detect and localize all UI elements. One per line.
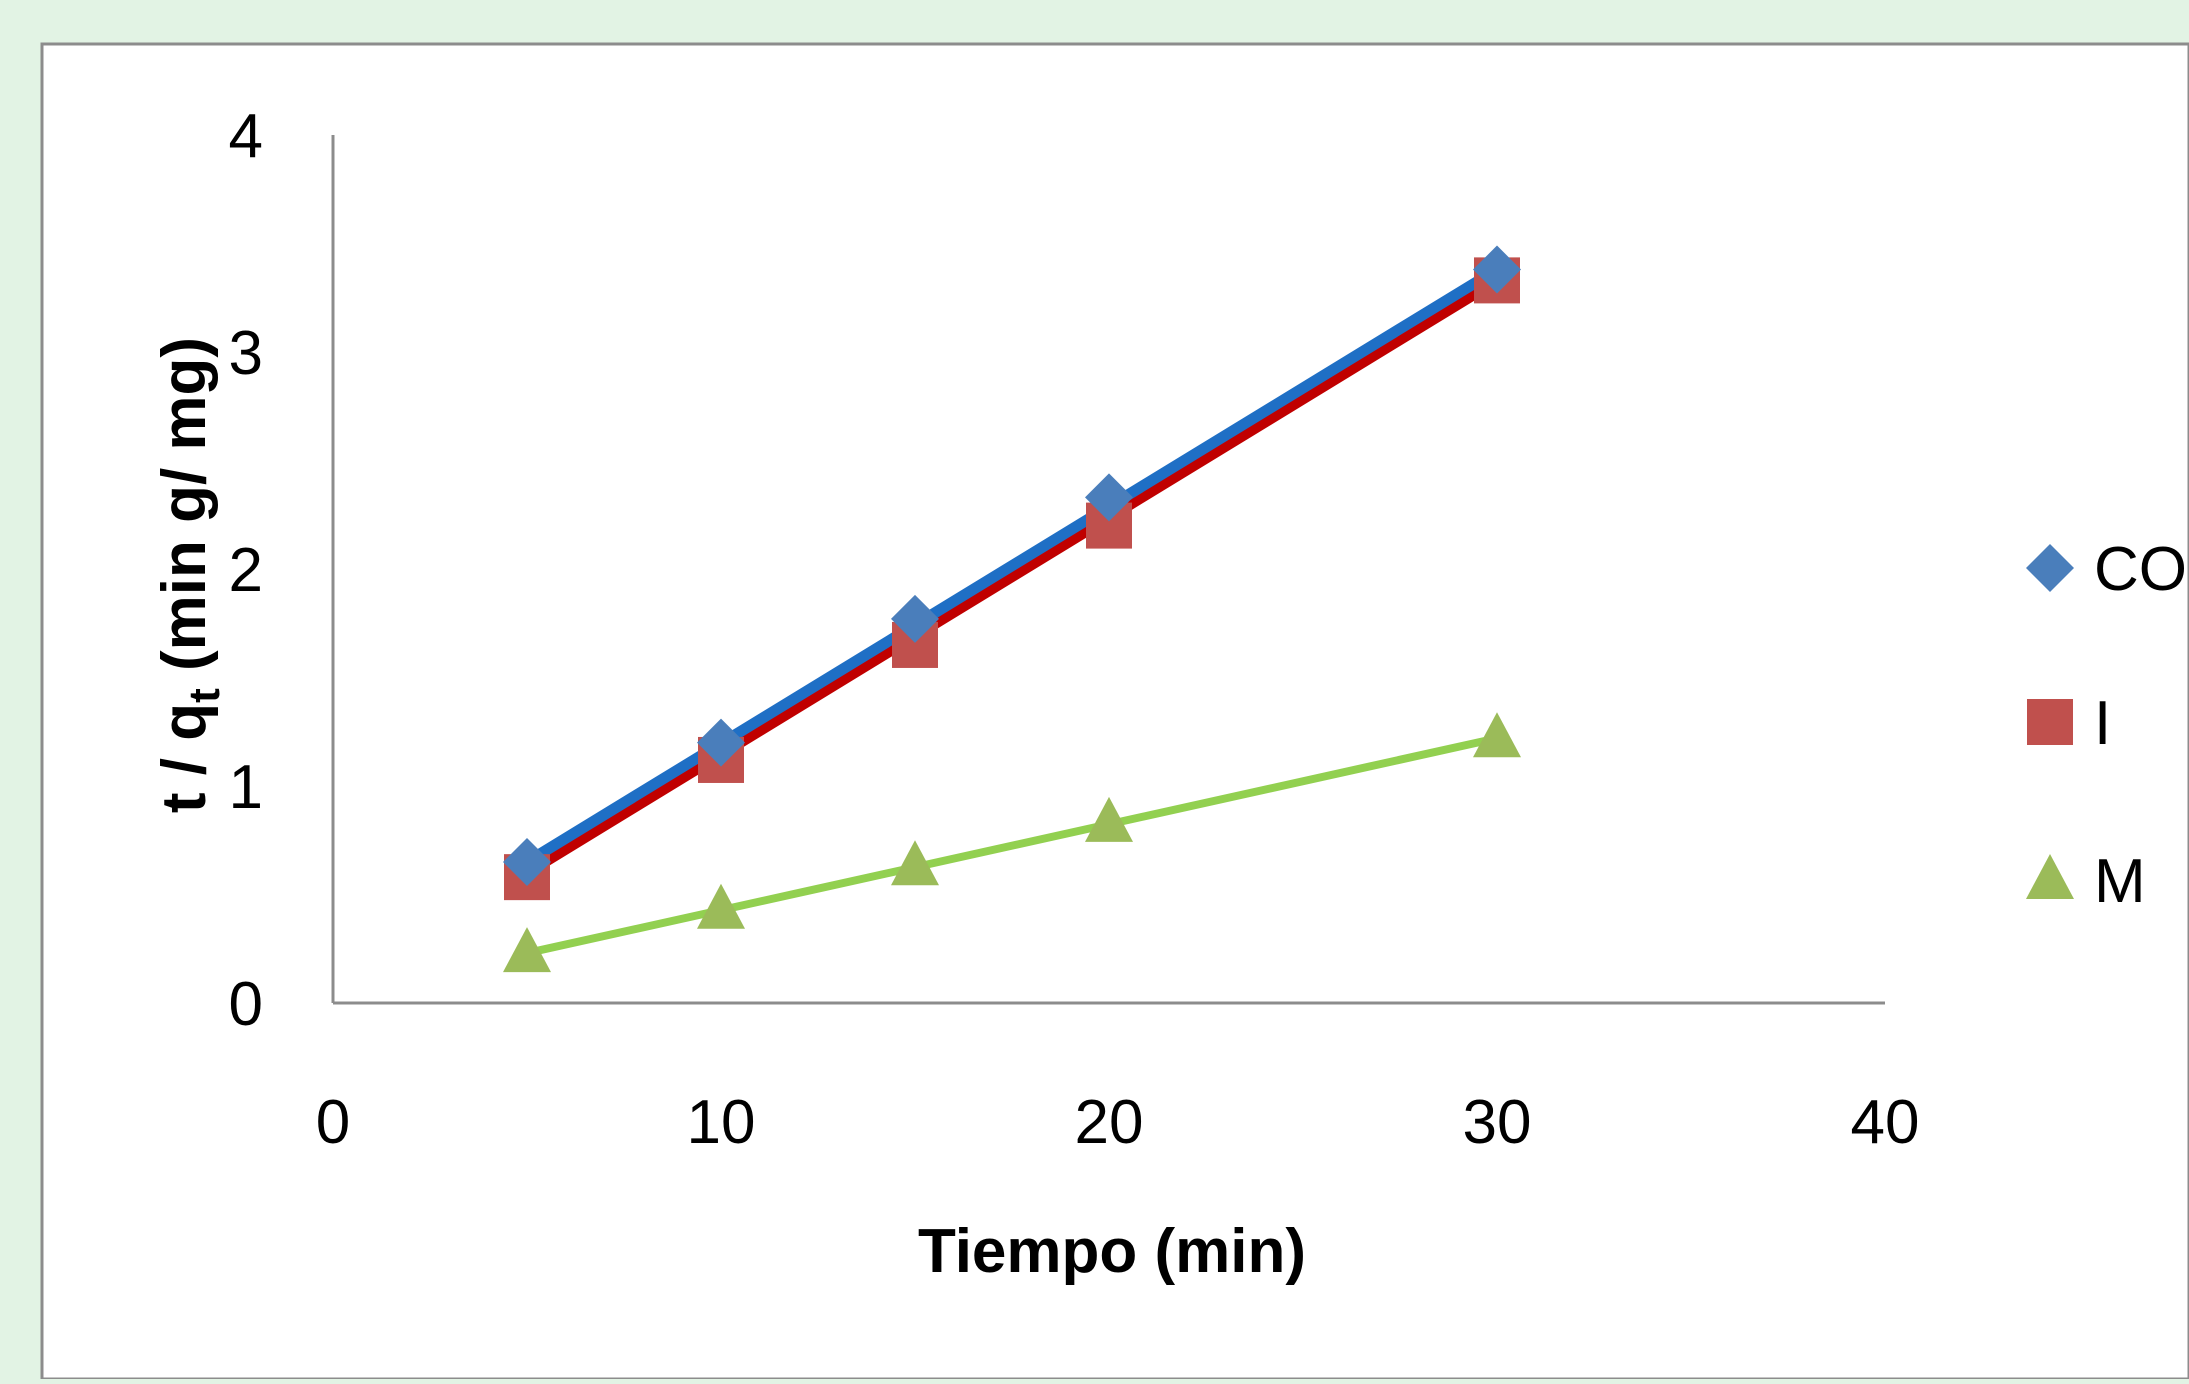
data-point-co <box>891 594 939 643</box>
trendline-i <box>521 274 1503 879</box>
data-point-co <box>697 718 745 767</box>
data-point-m <box>1473 712 1521 758</box>
data-point-co <box>1473 245 1521 294</box>
trendline-co <box>521 264 1503 868</box>
data-point-co <box>1085 473 1133 522</box>
y-tick-labels: 0 1 2 3 4 <box>229 102 263 1039</box>
y-tick-label: 4 <box>229 102 263 171</box>
y-axis-title: t / qt (min g/ mg) <box>150 337 229 813</box>
legend-label-co: CO <box>2094 535 2187 604</box>
y-axis-title-subscript: t <box>180 688 229 703</box>
y-axis-title-rest: (min g/ mg) <box>150 337 219 688</box>
y-tick-label: 1 <box>229 753 263 822</box>
legend-marker-m <box>2026 854 2074 899</box>
x-tick-label: 40 <box>1851 1088 1920 1157</box>
trendlines <box>521 264 1503 958</box>
data-point-co <box>503 837 551 886</box>
y-axis-title-main: t / q <box>150 703 219 813</box>
data-point-m <box>891 840 939 886</box>
legend: CO I M <box>2026 535 2187 916</box>
data-point-m <box>503 927 551 973</box>
legend-marker-i <box>2027 699 2073 745</box>
y-tick-label: 2 <box>229 536 263 605</box>
data-point-m <box>697 883 745 929</box>
x-tick-labels: 0 10 20 30 40 <box>316 1088 1920 1157</box>
data-point-m <box>1085 796 1133 842</box>
y-tick-label: 0 <box>229 970 263 1039</box>
x-tick-label: 20 <box>1075 1088 1144 1157</box>
x-tick-label: 30 <box>1463 1088 1532 1157</box>
x-tick-label: 0 <box>316 1088 350 1157</box>
chart-panel <box>40 42 2189 1381</box>
y-tick-label: 3 <box>229 319 263 388</box>
legend-label-m: M <box>2094 847 2146 916</box>
legend-label-i: I <box>2094 689 2111 758</box>
x-axis-title: Tiempo (min) <box>918 1217 1306 1286</box>
x-tick-label: 10 <box>687 1088 756 1157</box>
trendline-m <box>523 734 1501 958</box>
legend-marker-co <box>2026 544 2074 592</box>
data-points <box>503 245 1521 973</box>
